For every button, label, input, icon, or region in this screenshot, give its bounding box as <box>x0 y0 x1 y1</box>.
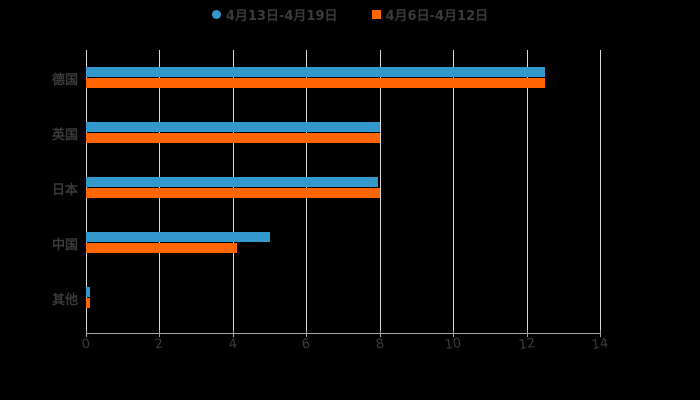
y-axis-category-label: 日本 <box>51 183 78 198</box>
y-axis-category-label: 英国 <box>51 128 78 143</box>
gridline <box>600 50 601 333</box>
x-axis-tick-label: 12 <box>517 335 536 354</box>
legend-circle-icon <box>211 9 221 19</box>
bar[interactable] <box>86 78 545 88</box>
bar[interactable] <box>86 287 90 297</box>
x-axis-tick-label: 14 <box>590 335 610 354</box>
bar[interactable] <box>86 122 380 132</box>
bar[interactable] <box>86 177 378 187</box>
bar[interactable] <box>86 298 90 308</box>
x-axis-tick-label: 2 <box>154 336 165 353</box>
bar[interactable] <box>86 133 380 143</box>
bar[interactable] <box>86 243 237 253</box>
gridline <box>526 50 528 333</box>
y-axis-category-label: 中国 <box>51 238 78 253</box>
x-axis-tick <box>600 330 601 337</box>
x-axis-tick-label: 10 <box>443 335 463 354</box>
legend-item-week-apr13[interactable]: 4月13日-4月19日 <box>211 4 338 24</box>
x-axis-tick-label: 0 <box>80 336 92 353</box>
legend-label: 4月13日-4月19日 <box>225 8 338 24</box>
legend-item-week-apr6[interactable]: 4月6日-4月12日 <box>371 4 489 24</box>
gridline <box>453 50 455 333</box>
bar[interactable] <box>86 67 545 77</box>
bar[interactable] <box>86 232 270 242</box>
x-axis-tick-label: 4 <box>227 336 238 353</box>
x-axis-line <box>86 333 600 334</box>
x-axis-tick-label: 8 <box>374 336 385 353</box>
bar[interactable] <box>86 188 380 198</box>
legend-square-icon <box>371 9 381 19</box>
y-axis-category-label: 其他 <box>51 293 78 308</box>
chart-legend: 4月13日-4月19日 4月6日-4月12日 <box>0 4 700 24</box>
gridline <box>379 50 381 333</box>
y-axis-category-label: 德国 <box>51 73 78 88</box>
legend-label: 4月6日-4月12日 <box>385 8 489 24</box>
x-axis-tick-label: 6 <box>301 336 312 353</box>
